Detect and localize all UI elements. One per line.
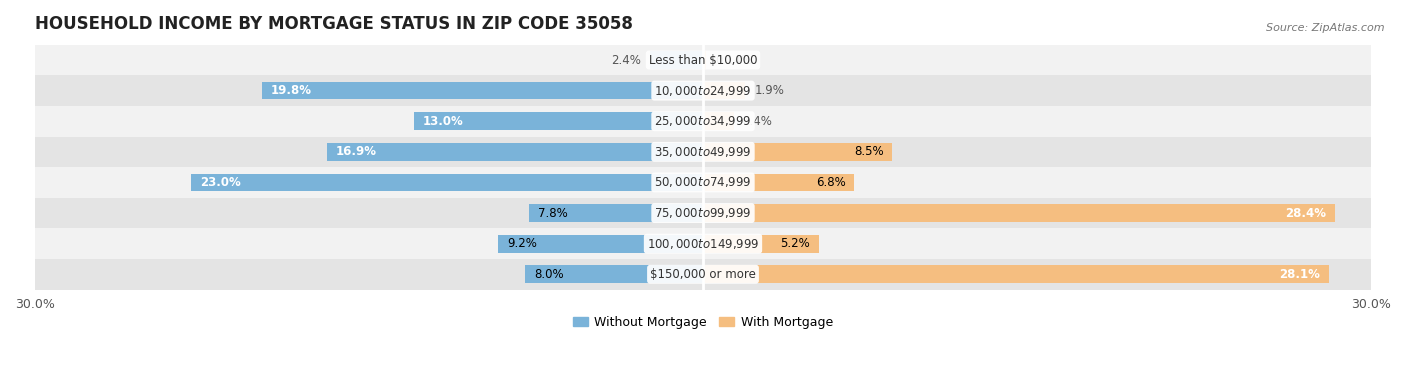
- Bar: [529, 204, 703, 222]
- Text: $75,000 to $99,999: $75,000 to $99,999: [654, 206, 752, 220]
- Text: 9.2%: 9.2%: [508, 237, 537, 250]
- Text: Less than $10,000: Less than $10,000: [648, 54, 758, 67]
- Bar: [703, 235, 818, 253]
- Text: Source: ZipAtlas.com: Source: ZipAtlas.com: [1267, 23, 1385, 33]
- Text: 28.4%: 28.4%: [1285, 206, 1326, 220]
- Text: $35,000 to $49,999: $35,000 to $49,999: [654, 145, 752, 159]
- Bar: [35, 106, 1371, 136]
- Text: $100,000 to $149,999: $100,000 to $149,999: [647, 237, 759, 251]
- Bar: [35, 45, 1371, 75]
- Text: 13.0%: 13.0%: [422, 115, 463, 128]
- Text: 0.14%: 0.14%: [716, 54, 752, 67]
- Text: 19.8%: 19.8%: [271, 84, 312, 97]
- Text: 7.8%: 7.8%: [538, 206, 568, 220]
- Bar: [524, 265, 703, 283]
- Legend: Without Mortgage, With Mortgage: Without Mortgage, With Mortgage: [568, 311, 838, 334]
- Text: $50,000 to $74,999: $50,000 to $74,999: [654, 175, 752, 189]
- Bar: [413, 112, 703, 130]
- Bar: [35, 75, 1371, 106]
- Bar: [191, 174, 703, 191]
- Bar: [498, 235, 703, 253]
- Text: 28.1%: 28.1%: [1279, 268, 1320, 281]
- Text: 8.0%: 8.0%: [534, 268, 564, 281]
- Bar: [262, 82, 703, 99]
- Text: 8.5%: 8.5%: [853, 145, 883, 158]
- Text: 5.2%: 5.2%: [780, 237, 810, 250]
- Bar: [35, 228, 1371, 259]
- Text: $150,000 or more: $150,000 or more: [650, 268, 756, 281]
- Bar: [35, 167, 1371, 198]
- Bar: [703, 51, 706, 69]
- Bar: [35, 198, 1371, 228]
- Text: 1.9%: 1.9%: [754, 84, 785, 97]
- Bar: [703, 143, 893, 161]
- Bar: [703, 174, 855, 191]
- Text: $25,000 to $34,999: $25,000 to $34,999: [654, 114, 752, 128]
- Bar: [326, 143, 703, 161]
- Bar: [35, 136, 1371, 167]
- Bar: [703, 265, 1329, 283]
- Text: 23.0%: 23.0%: [200, 176, 240, 189]
- Bar: [650, 51, 703, 69]
- Text: HOUSEHOLD INCOME BY MORTGAGE STATUS IN ZIP CODE 35058: HOUSEHOLD INCOME BY MORTGAGE STATUS IN Z…: [35, 15, 633, 33]
- Text: 2.4%: 2.4%: [610, 54, 641, 67]
- Bar: [35, 259, 1371, 290]
- Text: 1.4%: 1.4%: [744, 115, 773, 128]
- Text: $10,000 to $24,999: $10,000 to $24,999: [654, 84, 752, 98]
- Bar: [703, 82, 745, 99]
- Bar: [703, 204, 1336, 222]
- Text: 6.8%: 6.8%: [815, 176, 845, 189]
- Text: 16.9%: 16.9%: [336, 145, 377, 158]
- Bar: [703, 112, 734, 130]
